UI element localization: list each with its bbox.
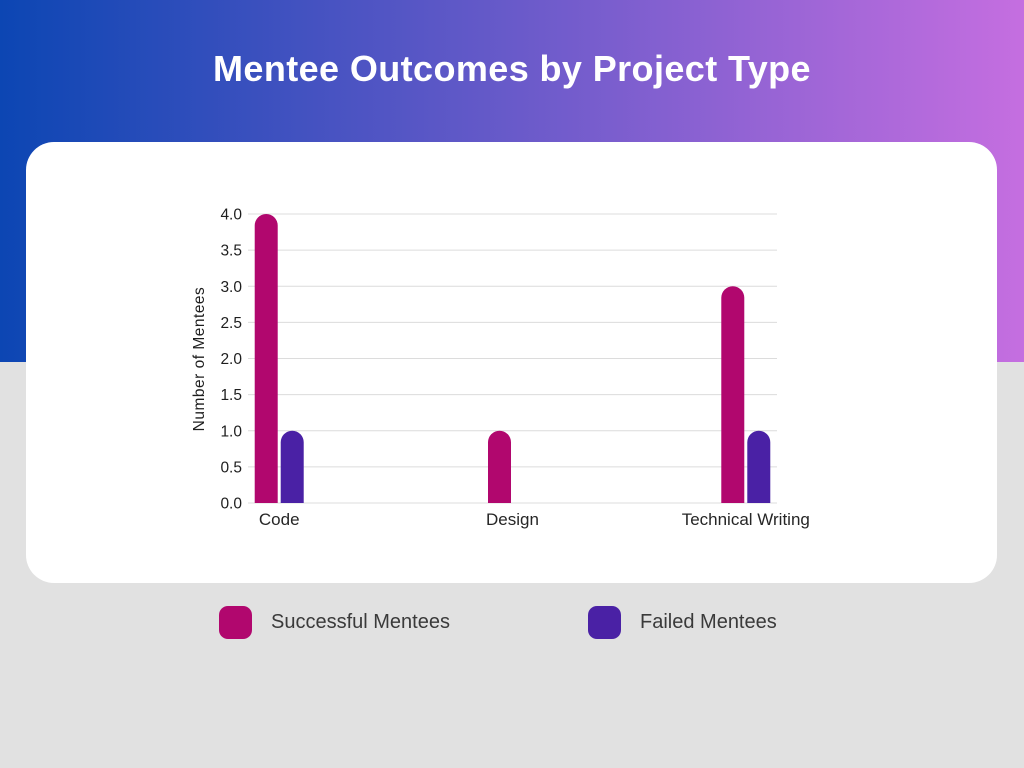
y-tick-label-0.5: 0.5 [220, 459, 242, 476]
y-tick-label-1.0: 1.0 [220, 423, 242, 440]
bar-successful-mentees-design [488, 430, 511, 503]
legend-swatch-failed [588, 606, 621, 639]
bar-chart: 0.0 0.5 1.0 1.5 2.0 2.5 3.0 3.5 4.0 Number of Men… [191, 207, 810, 530]
x-category-label-code: Code [259, 510, 300, 529]
legend-item-failed: Failed Mentees [588, 606, 777, 639]
legend-swatch-successful [219, 606, 252, 639]
bar-successful-mentees-technical-writing [721, 286, 745, 503]
y-tick-label-4.0: 4.0 [220, 207, 242, 224]
bar-failed-mentees-technical-writing [747, 430, 771, 503]
y-tick-label-2.5: 2.5 [220, 315, 242, 332]
x-category-label-technical-writing: Technical Writing [682, 510, 810, 529]
chart-card: 0.0 0.5 1.0 1.5 2.0 2.5 3.0 3.5 4.0 Number of Men… [26, 142, 997, 583]
chart-legend: Successful Mentees Failed Mentees [0, 606, 1024, 640]
y-tick-label-1.5: 1.5 [220, 387, 242, 404]
y-tick-label-2.0: 2.0 [220, 351, 242, 368]
legend-label-successful: Successful Mentees [271, 611, 450, 633]
bar-successful-mentees-code [254, 214, 278, 503]
y-tick-label-3.0: 3.0 [220, 279, 242, 296]
y-tick-label-0.0: 0.0 [220, 496, 242, 513]
legend-item-successful: Successful Mentees [219, 606, 450, 639]
bar-failed-mentees-code [280, 430, 304, 503]
legend-label-failed: Failed Mentees [640, 611, 777, 633]
x-category-label-design: Design [486, 510, 539, 529]
y-tick-label-3.5: 3.5 [220, 243, 242, 260]
y-axis-label: Number of Mentees [191, 287, 208, 432]
page-title: Mentee Outcomes by Project Type [213, 48, 811, 89]
